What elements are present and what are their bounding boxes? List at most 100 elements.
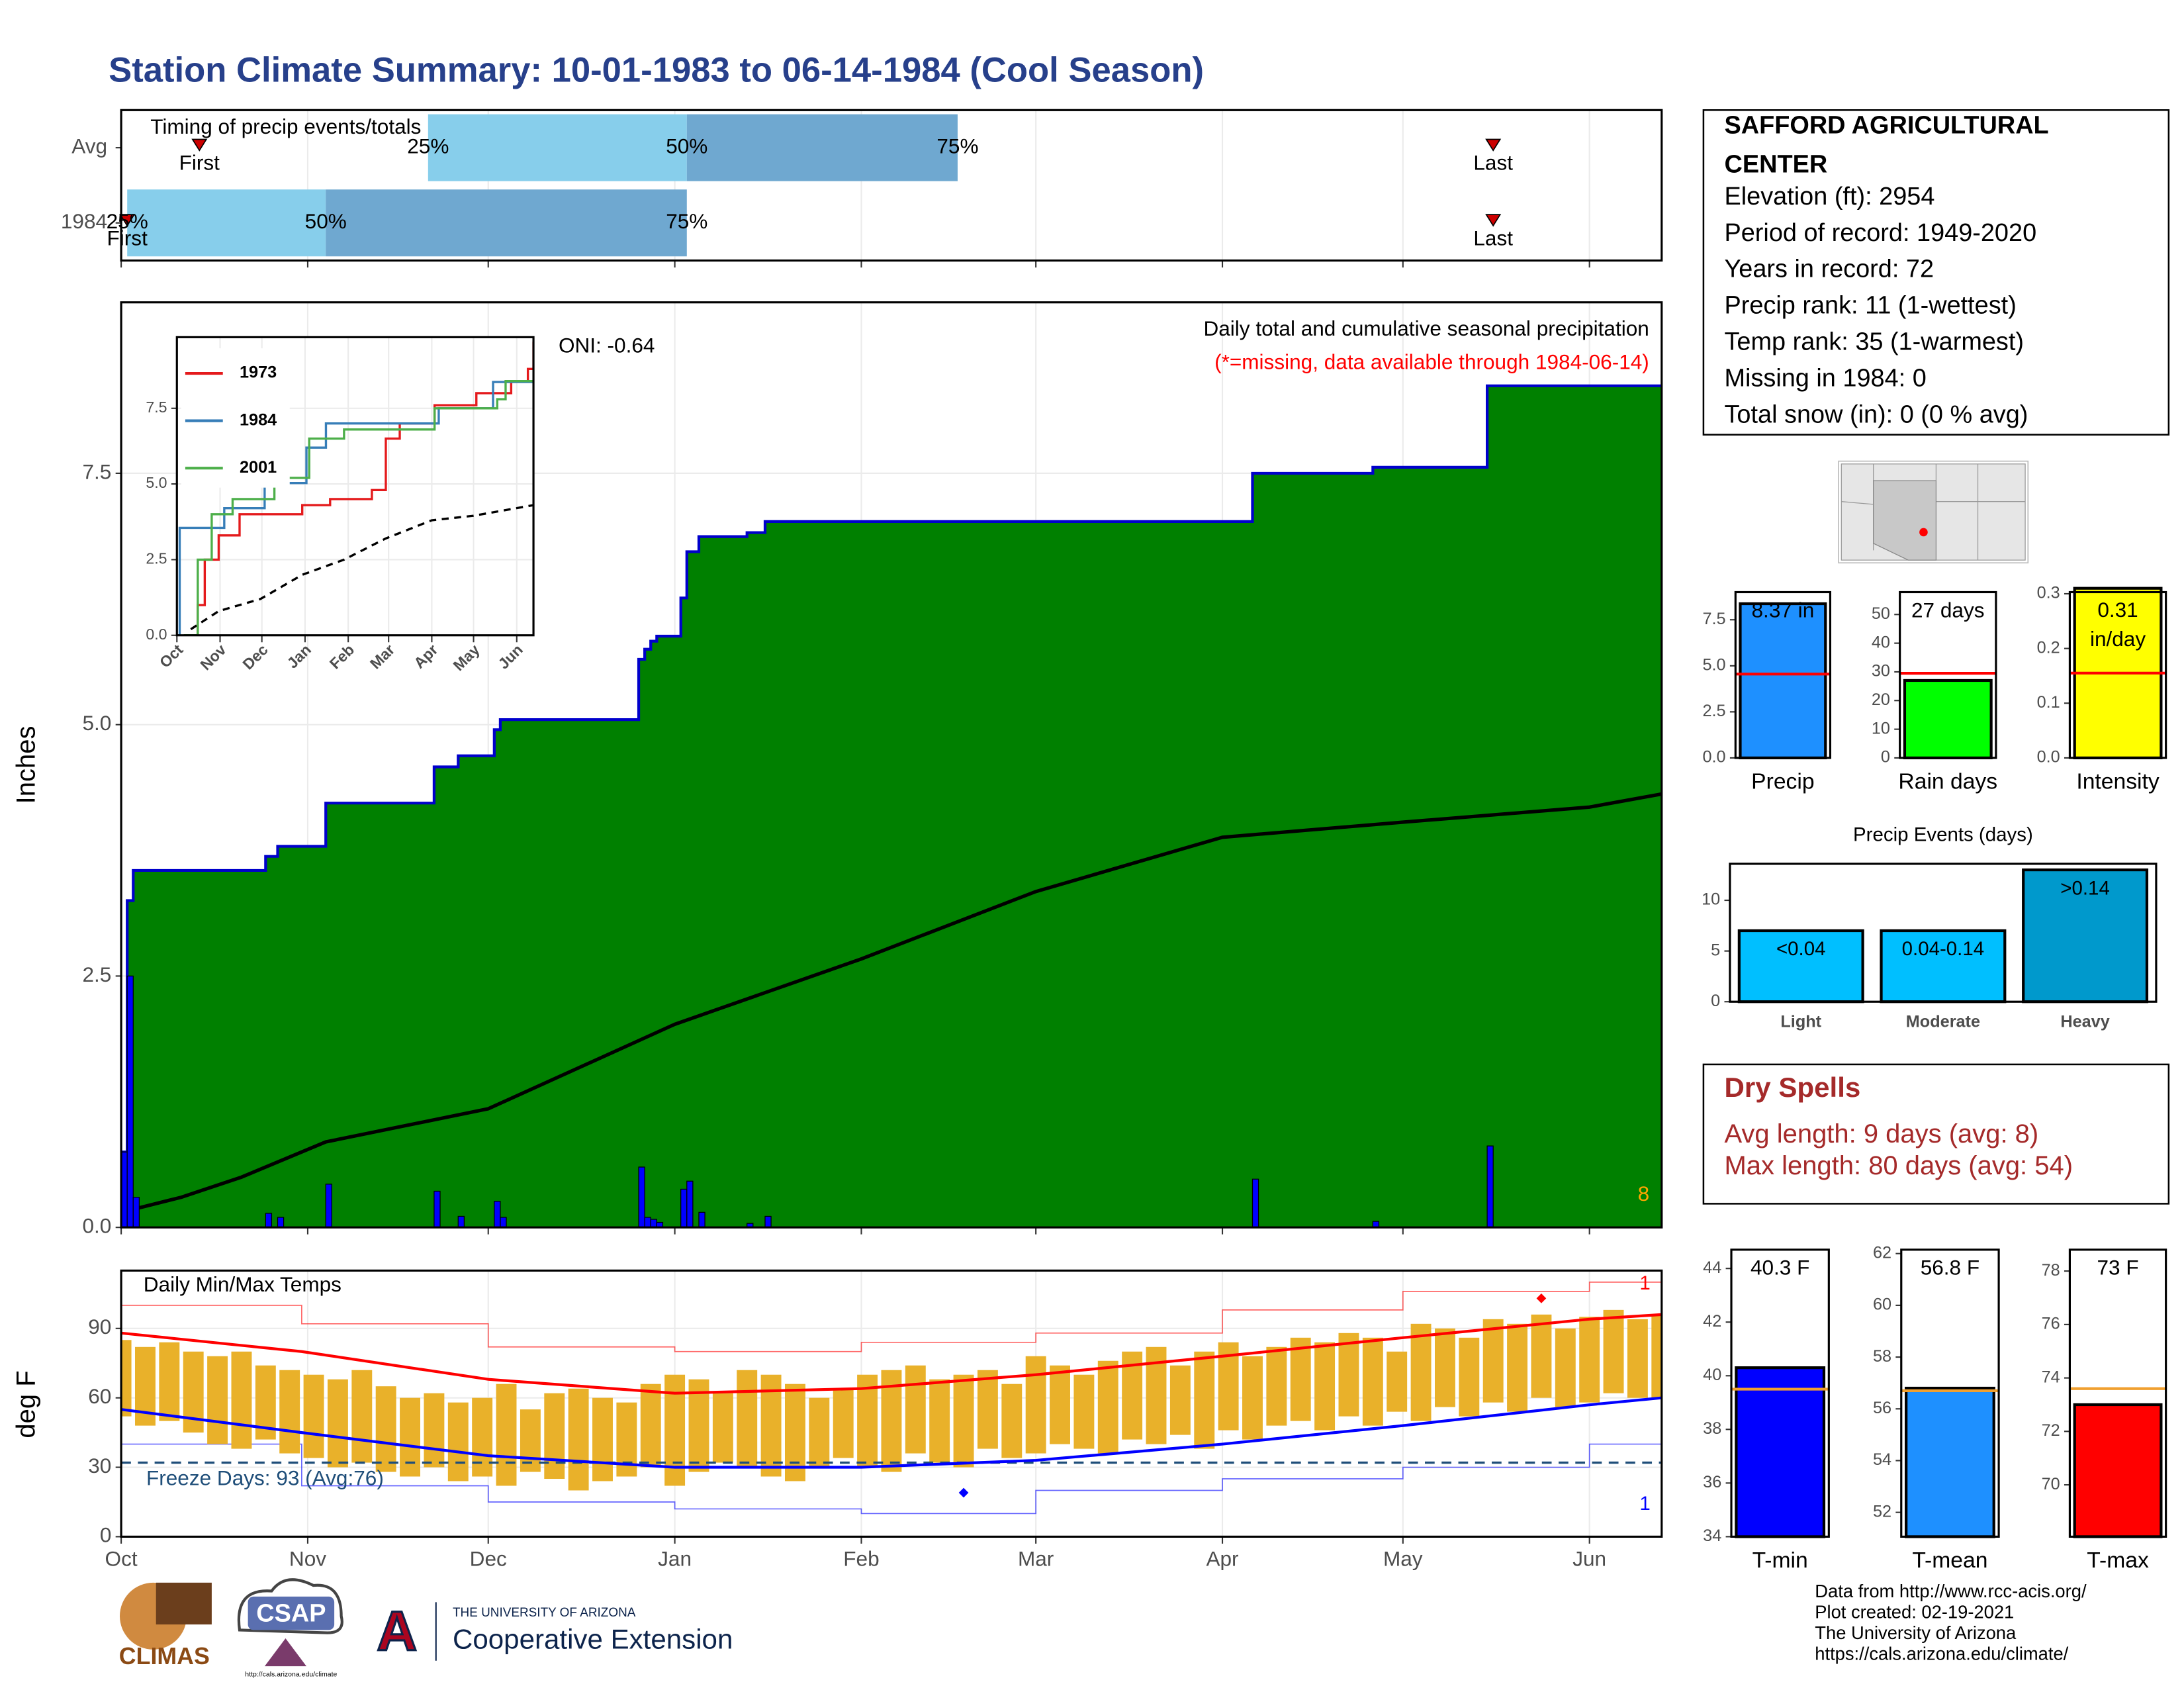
plot-border	[120, 109, 1663, 262]
timing-label: First	[179, 151, 220, 175]
y-tick-label: 20	[1872, 690, 1890, 709]
value-label: 56.8 F	[1921, 1256, 1979, 1280]
value-label: 40.3 F	[1751, 1256, 1809, 1280]
quartile-bar	[127, 189, 326, 257]
page-title: Station Climate Summary: 10-01-1983 to 0…	[109, 50, 1204, 89]
y-tick-label: 5.0	[83, 711, 112, 735]
panel-title: Precip Events (days)	[1853, 824, 2033, 846]
temp-bar	[905, 1365, 926, 1454]
quartile-bar	[326, 189, 687, 257]
daily-bar	[433, 1190, 441, 1228]
temp-bar	[544, 1393, 565, 1479]
bar	[2073, 1403, 2163, 1538]
x-tick-label: Jun	[1572, 1547, 1606, 1571]
daily-bar	[1251, 1178, 1259, 1228]
temp-bar	[640, 1383, 661, 1468]
inset-lines	[177, 342, 534, 635]
station-name: CENTER	[1724, 150, 1827, 178]
y-tick-label: 5	[1711, 941, 1720, 959]
x-tick-label: Oct	[105, 1547, 138, 1571]
bar	[1905, 1386, 1995, 1538]
temp-bar	[375, 1386, 396, 1472]
dry-spells-line: Max length: 80 days (avg: 54)	[1724, 1151, 2073, 1180]
series-line	[183, 342, 534, 635]
y-tick-label: 2.5	[1702, 702, 1725, 720]
legend-box	[181, 348, 290, 488]
logo-text: CLIMAS	[119, 1643, 210, 1669]
y-tick-label: 30	[88, 1454, 111, 1477]
y-tick-label: 78	[2042, 1261, 2060, 1280]
station-line: Temp rank: 35 (1-warmest)	[1724, 328, 2024, 356]
record-count: 1	[1639, 1493, 1650, 1515]
footer-line: Data from http://www.rcc-acis.org/	[1815, 1581, 2087, 1601]
y-tick-label: 38	[1703, 1419, 1721, 1438]
plot-border	[1730, 1248, 1830, 1538]
temp-bar	[1362, 1337, 1383, 1426]
temp-bar	[121, 1340, 132, 1417]
precip-marks	[121, 384, 1662, 1228]
timing-label: 75%	[936, 134, 978, 158]
daily-bar	[644, 1217, 651, 1228]
daily-bar	[698, 1211, 705, 1228]
daily-bar	[686, 1180, 694, 1228]
temp-bar	[231, 1351, 252, 1449]
station-line: Precip rank: 11 (1-wettest)	[1724, 292, 2016, 320]
record-count: 1	[1639, 1272, 1650, 1294]
quartile-bar	[686, 114, 958, 181]
station-line: Period of record: 1949-2020	[1724, 219, 2036, 247]
row-label: 1984	[61, 209, 107, 233]
temp-bar	[1387, 1351, 1408, 1412]
y-tick-label: 76	[2042, 1315, 2060, 1333]
timing-label: Last	[1473, 226, 1513, 250]
y-tick-label: 0	[1881, 748, 1890, 767]
y-tick-label: 56	[1873, 1399, 1891, 1417]
temp-bar	[712, 1393, 733, 1463]
axis-label: Inches	[12, 726, 41, 804]
y-tick-label: 50	[1872, 604, 1890, 623]
temp-bar	[1507, 1323, 1528, 1412]
temp-marks	[121, 1277, 1662, 1515]
y-tick-label: 5.0	[1702, 655, 1725, 674]
temp-bar	[568, 1388, 589, 1491]
station-line: Elevation (ft): 2954	[1724, 183, 1934, 211]
temp-bar	[447, 1402, 469, 1481]
panel-title: Daily total and cumulative seasonal prec…	[1203, 316, 1649, 340]
y-tick-label: 40	[1872, 633, 1890, 651]
dry-spells-box	[1702, 1063, 2170, 1205]
y-tick-label: 0.2	[2037, 638, 2060, 657]
category-label: Precip	[1751, 770, 1814, 794]
y-tick-label: 74	[2042, 1368, 2060, 1386]
temp-bar	[953, 1374, 974, 1468]
category-label: T-max	[2087, 1548, 2149, 1573]
category-label: Rain days	[1898, 770, 1997, 794]
category-label: Light	[1780, 1012, 1821, 1031]
temp-bar	[1338, 1333, 1359, 1417]
y-tick-label: 0.0	[2037, 748, 2060, 767]
plot-border	[2068, 590, 2167, 759]
x-tick-label: Feb	[843, 1547, 879, 1571]
temp-bar	[1459, 1337, 1480, 1417]
timing-label: 50%	[305, 209, 347, 233]
daily-bar	[494, 1201, 501, 1228]
temp-bar	[833, 1388, 854, 1458]
daily-bar	[126, 975, 134, 1228]
daily-bar	[680, 1188, 688, 1228]
temp-bar	[520, 1409, 541, 1472]
temp-bar	[1531, 1314, 1552, 1398]
y-tick-label: 2.5	[146, 550, 167, 567]
temp-bar	[1290, 1337, 1311, 1421]
average-line	[190, 504, 534, 630]
daily-bar	[638, 1166, 645, 1228]
timing-label: 25%	[407, 134, 449, 158]
temp-bar	[327, 1379, 348, 1468]
y-tick-label: 52	[1873, 1502, 1891, 1521]
y-tick-label: 34	[1703, 1526, 1721, 1545]
x-tick-label: Dec	[470, 1547, 507, 1571]
daily-bar	[457, 1215, 465, 1228]
legend-label: 1973	[240, 363, 277, 382]
y-tick-label: 7.5	[1702, 610, 1725, 628]
y-tick-label: 10	[1702, 890, 1720, 909]
y-tick-label: 30	[1872, 662, 1890, 680]
plot-border	[1899, 590, 1997, 759]
record-high-line	[121, 1277, 1662, 1352]
